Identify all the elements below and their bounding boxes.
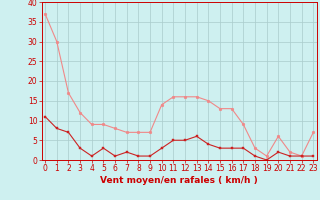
X-axis label: Vent moyen/en rafales ( km/h ): Vent moyen/en rafales ( km/h ) [100,176,258,185]
